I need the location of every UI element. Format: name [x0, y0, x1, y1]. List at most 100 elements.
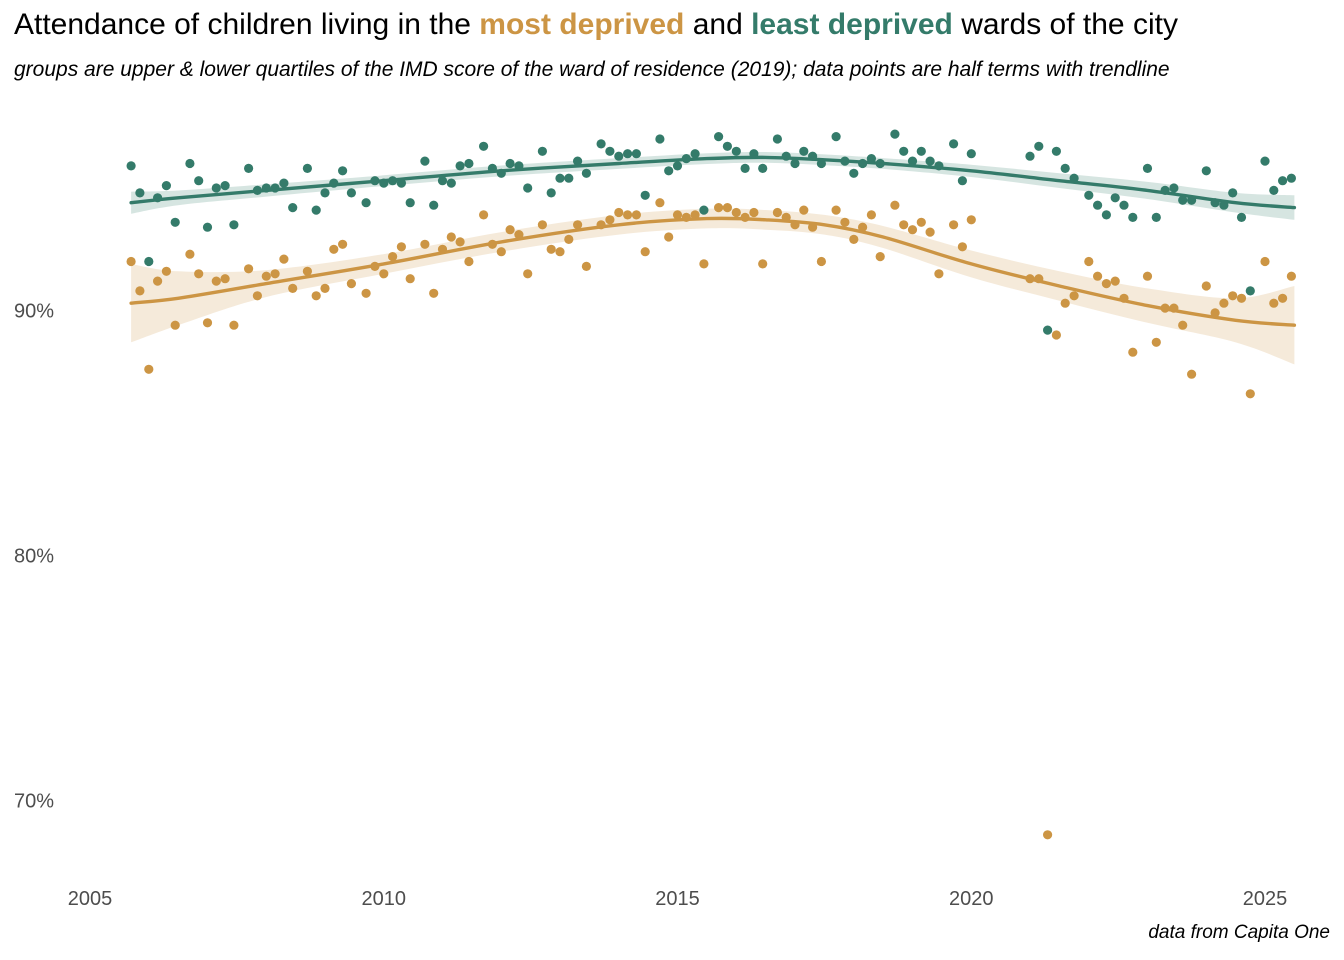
point-least-deprived [546, 188, 556, 198]
point-most-deprived [1069, 291, 1079, 301]
point-least-deprived [1051, 146, 1061, 156]
point-least-deprived [907, 156, 918, 166]
point-most-deprived [581, 261, 592, 271]
point-most-deprived [614, 207, 624, 218]
point-most-deprived [1110, 276, 1120, 286]
point-most-deprived [664, 232, 674, 242]
point-least-deprived [302, 163, 312, 173]
point-least-deprived [346, 188, 356, 198]
point-most-deprived [320, 283, 330, 293]
point-least-deprived [957, 176, 968, 186]
point-most-deprived [1051, 330, 1061, 340]
point-least-deprived [790, 158, 800, 169]
point-least-deprived [229, 220, 239, 230]
point-most-deprived [916, 217, 926, 227]
point-least-deprived [361, 198, 371, 208]
trend-lines [129, 155, 1297, 327]
point-most-deprived [772, 207, 783, 218]
point-most-deprived [949, 220, 959, 230]
point-least-deprived [126, 161, 136, 171]
point-most-deprived [925, 227, 935, 237]
point-least-deprived [1286, 173, 1296, 183]
point-most-deprived [631, 210, 642, 220]
point-most-deprived [1093, 271, 1103, 281]
x-tick-label: 2005 [68, 888, 113, 910]
point-least-deprived [338, 166, 348, 176]
point-most-deprived [640, 247, 650, 257]
x-axis: 2005 2010 2015 2020 2025 [68, 888, 1288, 910]
point-most-deprived [758, 259, 768, 269]
point-least-deprived [523, 183, 533, 193]
point-least-deprived [640, 190, 650, 200]
point-most-deprived [875, 252, 885, 262]
point-least-deprived [194, 176, 204, 186]
point-least-deprived [479, 141, 489, 151]
point-most-deprived [261, 271, 271, 281]
point-least-deprived [320, 188, 330, 198]
point-most-deprived [546, 244, 556, 254]
point-least-deprived [279, 178, 289, 188]
x-tick-label: 2025 [1243, 888, 1288, 910]
point-most-deprived [655, 198, 665, 208]
point-most-deprived [799, 205, 809, 215]
point-most-deprived [1101, 279, 1111, 289]
point-most-deprived [690, 210, 700, 220]
point-most-deprived [302, 266, 312, 276]
point-least-deprived [1110, 193, 1120, 203]
y-axis: 70% 80% 90% [14, 301, 54, 813]
y-tick-label: 70% [14, 791, 54, 813]
point-least-deprived [772, 134, 783, 144]
point-least-deprived [672, 161, 683, 171]
point-least-deprived [631, 149, 642, 159]
point-most-deprived [1245, 389, 1255, 399]
point-least-deprived [220, 181, 230, 191]
point-least-deprived [170, 217, 180, 227]
point-least-deprived [564, 173, 574, 183]
point-least-deprived [1151, 212, 1161, 222]
point-most-deprived [244, 264, 254, 274]
point-least-deprived [655, 134, 665, 144]
point-least-deprived [288, 203, 298, 213]
point-least-deprived [581, 168, 592, 178]
ribbon-most-deprived [131, 208, 1295, 365]
point-least-deprived [925, 156, 935, 166]
point-least-deprived [1278, 176, 1288, 186]
point-least-deprived [699, 205, 709, 215]
point-least-deprived [1043, 325, 1053, 335]
point-most-deprived [1151, 337, 1161, 347]
point-least-deprived [211, 183, 221, 193]
point-least-deprived [1060, 163, 1070, 173]
point-least-deprived [1093, 200, 1103, 210]
point-most-deprived [346, 279, 356, 289]
point-most-deprived [514, 230, 524, 240]
point-least-deprived [1178, 195, 1188, 205]
point-least-deprived [144, 256, 154, 267]
point-least-deprived [505, 158, 515, 169]
point-most-deprived [388, 252, 398, 262]
point-least-deprived [311, 205, 321, 215]
title-middle: and [684, 8, 752, 41]
point-most-deprived [957, 242, 968, 252]
point-most-deprived [496, 247, 506, 257]
chart-title: Attendance of children living in the mos… [14, 8, 1178, 42]
point-most-deprived [429, 288, 439, 298]
point-most-deprived [194, 269, 204, 279]
point-most-deprived [270, 269, 280, 279]
ribbon-least-deprived [131, 151, 1295, 220]
point-most-deprived [126, 256, 136, 267]
point-most-deprived [464, 256, 474, 267]
point-most-deprived [555, 247, 565, 257]
point-least-deprived [185, 158, 195, 169]
point-most-deprived [699, 259, 709, 269]
point-least-deprived [1119, 200, 1129, 210]
point-most-deprived [505, 225, 515, 235]
point-most-deprived [420, 239, 430, 249]
point-least-deprived [614, 151, 624, 161]
point-most-deprived [379, 269, 389, 279]
point-most-deprived [446, 232, 456, 242]
y-tick-label: 90% [14, 301, 54, 323]
title-most-deprived: most deprived [479, 8, 685, 41]
point-most-deprived [722, 203, 733, 213]
point-least-deprived [799, 146, 809, 156]
point-least-deprived [731, 146, 741, 156]
